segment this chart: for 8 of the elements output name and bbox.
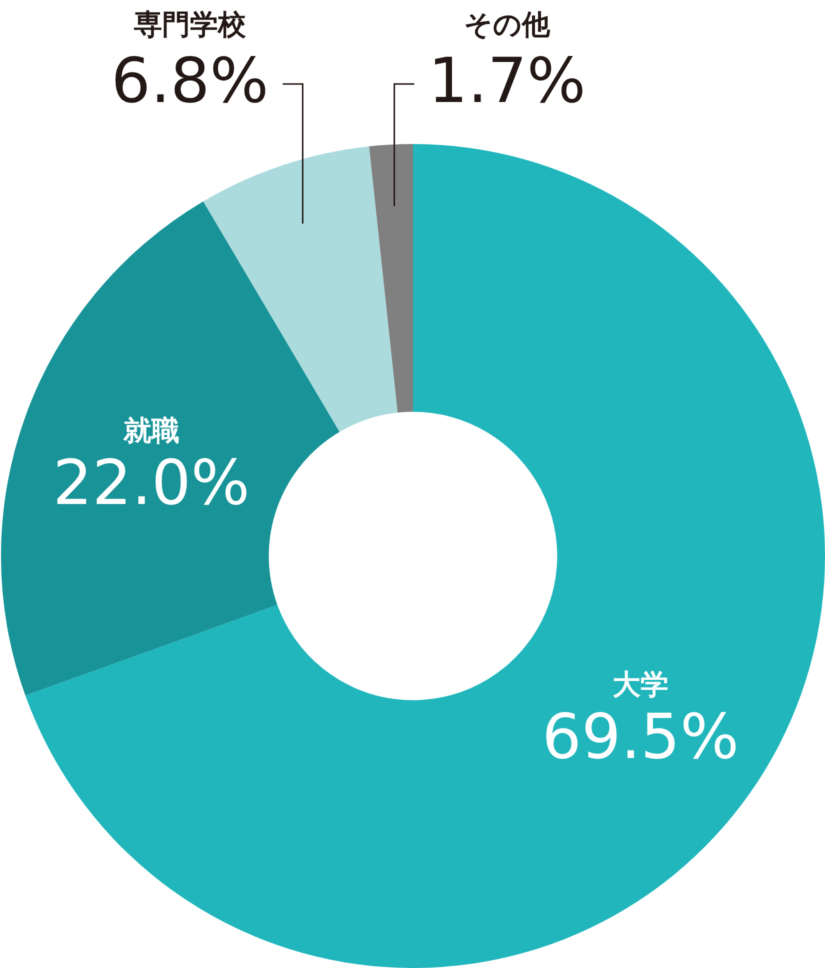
- slice-label: 専門学校: [132, 8, 247, 41]
- data-label: 1.7%: [428, 44, 586, 117]
- data-label: 69.5%: [542, 700, 740, 773]
- slice-label: その他: [464, 8, 552, 41]
- data-label: 6.8%: [111, 44, 269, 117]
- slice-label: 大学: [612, 668, 669, 701]
- data-label: 22.0%: [52, 446, 250, 519]
- slice-label: 就職: [122, 414, 180, 447]
